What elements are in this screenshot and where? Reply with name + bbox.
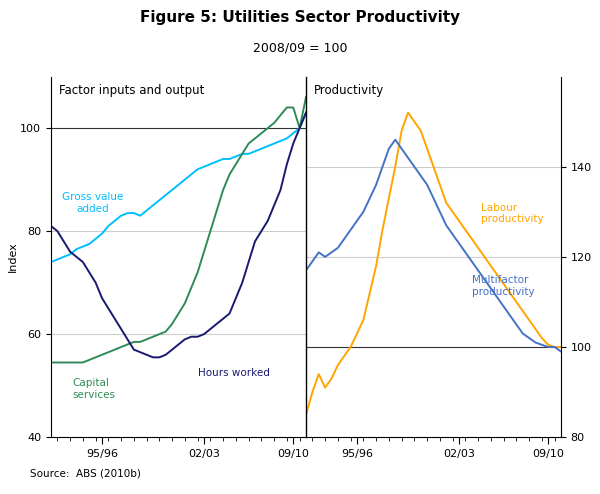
Text: Labour
productivity: Labour productivity bbox=[481, 203, 543, 224]
Text: Source:  ABS (2010b): Source: ABS (2010b) bbox=[30, 469, 141, 479]
Text: Figure 5: Utilities Sector Productivity: Figure 5: Utilities Sector Productivity bbox=[140, 10, 460, 25]
Text: 2008/09 = 100: 2008/09 = 100 bbox=[253, 42, 347, 55]
Text: Productivity: Productivity bbox=[314, 84, 384, 97]
Text: Multifactor
productivity: Multifactor productivity bbox=[472, 275, 535, 296]
Text: Capital
services: Capital services bbox=[73, 378, 116, 400]
Y-axis label: Index: Index bbox=[8, 242, 17, 272]
Y-axis label: Index: Index bbox=[599, 242, 600, 272]
Text: Gross value
added: Gross value added bbox=[62, 193, 124, 214]
Text: Hours worked: Hours worked bbox=[197, 368, 269, 377]
Text: Factor inputs and output: Factor inputs and output bbox=[59, 84, 204, 97]
